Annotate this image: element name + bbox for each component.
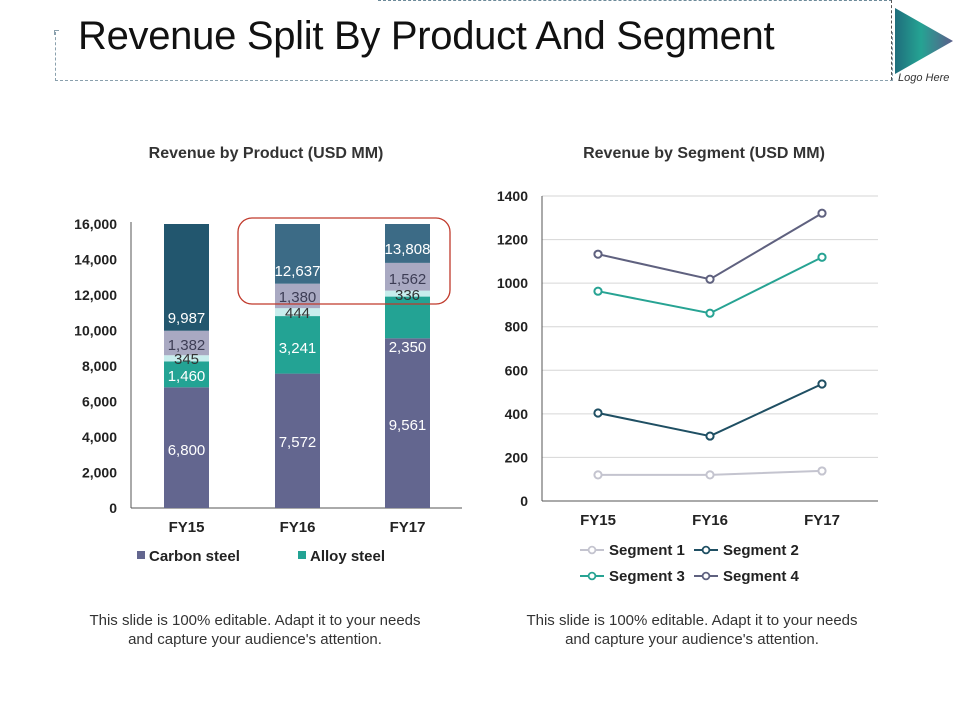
line-segment-3[interactable] — [597, 256, 823, 315]
line-point-segment-1[interactable] — [817, 466, 827, 476]
line-xtick-label: FY16 — [692, 512, 728, 529]
bar-segment-series-3[interactable] — [164, 355, 209, 362]
legend-swatch-carbon-steel — [137, 551, 145, 559]
highlight-box — [237, 217, 451, 305]
legend-label[interactable]: Segment 4 — [723, 568, 800, 585]
line-xtick-label: FY17 — [804, 512, 840, 529]
bar-xtick-label: FY16 — [280, 519, 316, 536]
legend-label[interactable]: Alloy steel — [310, 548, 385, 565]
bar-data-label: 336 — [395, 287, 420, 304]
line-point-segment-4[interactable] — [705, 274, 715, 284]
left-caption[interactable]: This slide is 100% editable. Adapt it to… — [89, 612, 421, 648]
bar-data-label: 13,808 — [385, 241, 431, 258]
bar-data-label: 345 — [174, 351, 199, 368]
bar-data-label: 6,800 — [168, 442, 206, 459]
bar-data-label: 1,562 — [389, 271, 427, 288]
bar-segment-carbon-steel[interactable] — [275, 373, 320, 508]
bar-segment-total[interactable] — [385, 224, 430, 263]
line-point-segment-2[interactable] — [705, 431, 715, 441]
line-point-segment-4[interactable] — [593, 249, 603, 259]
legend-marker-icon — [701, 571, 711, 581]
bar-data-label: 2,350 — [389, 339, 427, 356]
bar-data-label: 7,572 — [279, 434, 317, 451]
line-ytick-label: 600 — [505, 362, 529, 378]
bar-data-label: 3,241 — [279, 340, 317, 357]
line-ytick-label: 200 — [505, 449, 529, 465]
line-chart-title: Revenue by Segment (USD MM) — [583, 145, 825, 162]
bar-data-label: 12,637 — [275, 263, 321, 280]
bar-ytick-label: 2,000 — [82, 465, 117, 481]
bar-ytick-label: 16,000 — [74, 216, 117, 232]
legend-label[interactable]: Segment 2 — [723, 542, 799, 559]
legend-marker-icon — [701, 545, 711, 555]
bar-data-label: 444 — [285, 305, 310, 322]
line-point-segment-3[interactable] — [705, 308, 715, 318]
bar-data-label: 9,561 — [389, 417, 427, 434]
legend-swatch-alloy-steel — [298, 551, 306, 559]
bar-ytick-label: 10,000 — [74, 323, 117, 339]
line-xtick-label: FY15 — [580, 512, 616, 529]
bar-segment-series-4[interactable] — [385, 262, 430, 291]
bar-segment-series-3[interactable] — [385, 290, 430, 297]
bar-data-label: 1,380 — [279, 289, 317, 306]
bar-xtick-label: FY17 — [390, 519, 426, 536]
bar-segment-series-4[interactable] — [164, 330, 209, 356]
bar-segment-total[interactable] — [275, 224, 320, 284]
bar-ytick-label: 0 — [109, 500, 117, 516]
legend-label[interactable]: Carbon steel — [149, 548, 240, 565]
bar-segment-alloy-steel[interactable] — [275, 316, 320, 374]
bar-segment-series-3[interactable] — [275, 308, 320, 317]
logo-placeholder-border — [891, 0, 893, 80]
bar-ytick-label: 4,000 — [82, 429, 117, 445]
bar-data-label: 1,460 — [168, 368, 206, 385]
legend-marker-icon — [587, 571, 597, 581]
legend-marker-icon — [587, 545, 597, 555]
line-point-segment-1[interactable] — [593, 470, 603, 480]
bar-chart-title: Revenue by Product (USD MM) — [149, 145, 384, 162]
line-point-segment-3[interactable] — [817, 252, 827, 262]
bar-segment-carbon-steel[interactable] — [164, 387, 209, 508]
line-ytick-label: 0 — [520, 493, 528, 509]
logo-arrow-icon — [895, 8, 953, 74]
line-point-segment-1[interactable] — [705, 470, 715, 480]
legend-label[interactable]: Segment 3 — [609, 568, 685, 585]
title-placeholder-corner — [54, 30, 59, 35]
logo-text: Logo Here — [898, 72, 950, 84]
bar-ytick-label: 14,000 — [74, 252, 117, 268]
bar-segment-total[interactable] — [164, 224, 209, 331]
bar-ytick-label: 6,000 — [82, 394, 117, 410]
line-point-segment-4[interactable] — [817, 208, 827, 218]
line-ytick-label: 1400 — [497, 188, 528, 204]
line-ytick-label: 1200 — [497, 232, 528, 248]
line-ytick-label: 400 — [505, 406, 529, 422]
line-ytick-label: 1000 — [497, 275, 528, 291]
line-point-segment-3[interactable] — [593, 286, 603, 296]
legend-label[interactable]: Segment 1 — [609, 542, 685, 559]
bar-xtick-label: FY15 — [169, 519, 205, 536]
title-placeholder-border — [378, 0, 892, 2]
bar-data-label: 9,987 — [168, 310, 206, 327]
bar-segment-alloy-steel[interactable] — [164, 361, 209, 388]
right-caption[interactable]: This slide is 100% editable. Adapt it to… — [526, 612, 858, 648]
line-ytick-label: 800 — [505, 319, 529, 335]
title-placeholder — [55, 32, 893, 81]
line-segment-4[interactable] — [597, 212, 823, 281]
slide-title[interactable]: Revenue Split By Product And Segment — [78, 14, 775, 58]
line-point-segment-2[interactable] — [593, 408, 603, 418]
bar-ytick-label: 8,000 — [82, 358, 117, 374]
line-segment-2[interactable] — [597, 383, 823, 438]
bar-ytick-label: 12,000 — [74, 287, 117, 303]
bar-segment-carbon-steel[interactable] — [385, 338, 430, 508]
line-point-segment-2[interactable] — [817, 379, 827, 389]
bar-data-label: 1,382 — [168, 337, 206, 354]
